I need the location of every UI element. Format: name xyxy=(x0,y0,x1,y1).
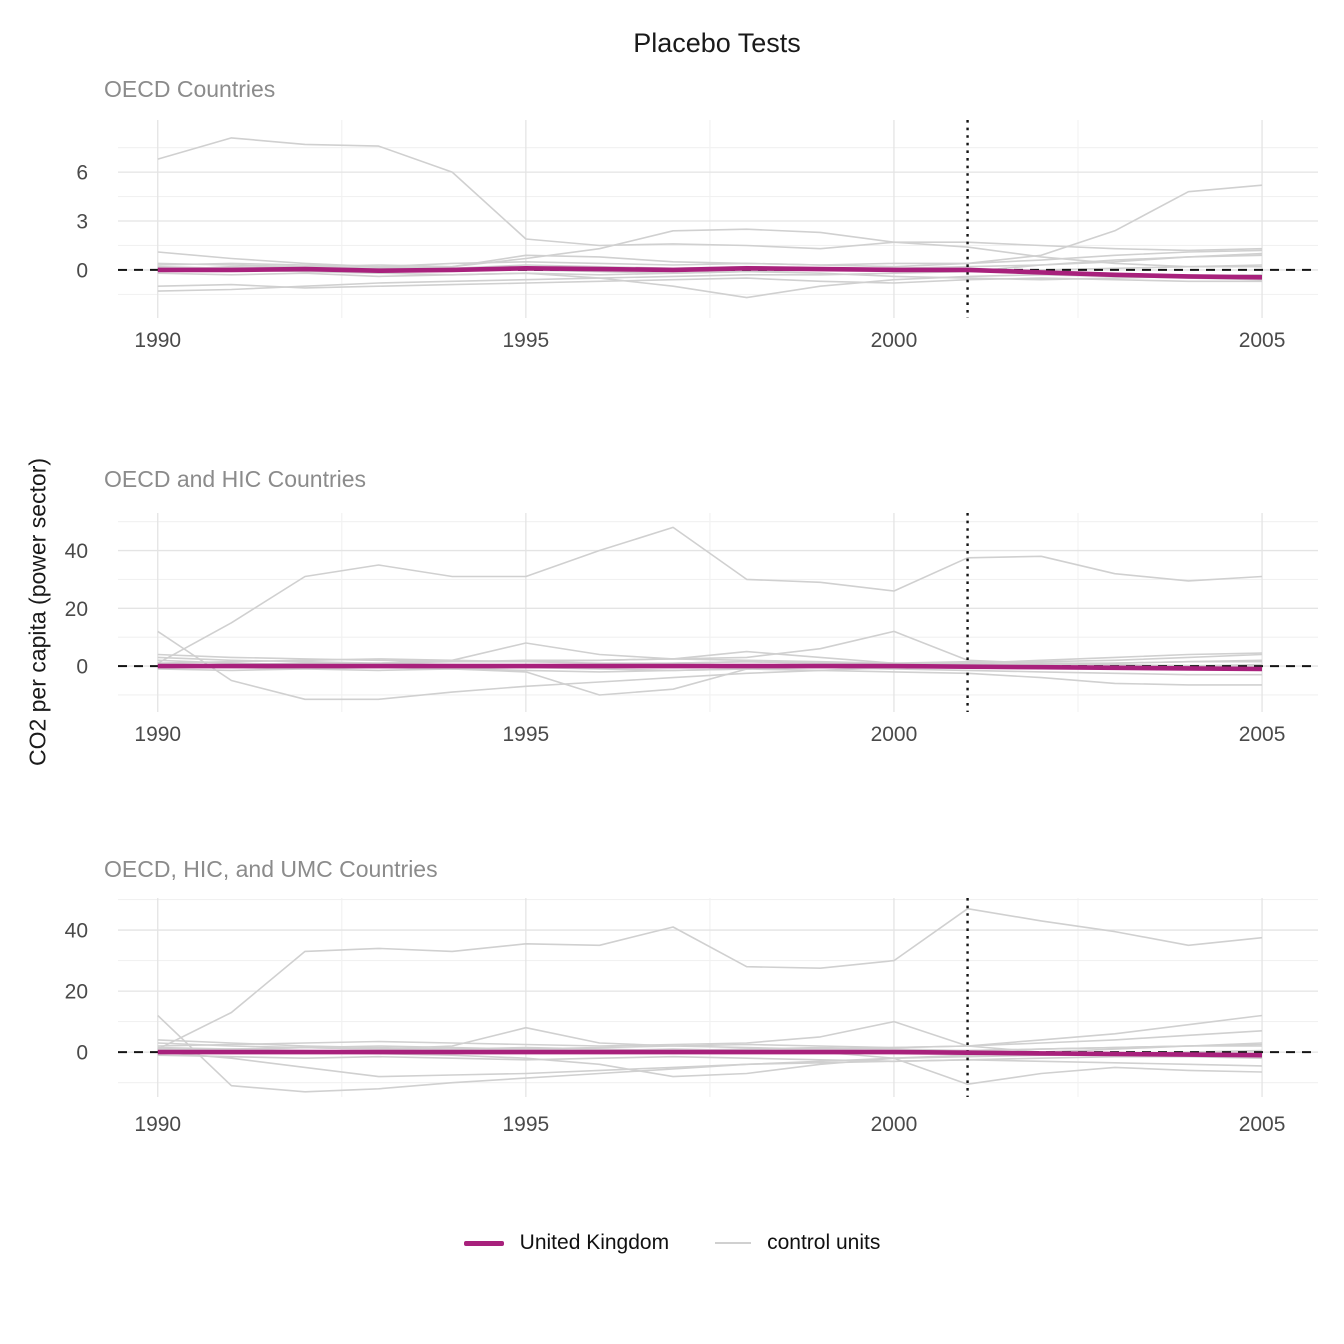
y-axis-tick-label: 0 xyxy=(76,656,88,679)
panel-title-oecd-hic: OECD and HIC Countries xyxy=(104,466,367,492)
x-axis-tick-label: 2005 xyxy=(1239,329,1286,352)
panel-title-oecd: OECD Countries xyxy=(104,76,276,102)
legend-item-control-units: control units xyxy=(715,1231,880,1255)
x-axis-tick-label: 2000 xyxy=(871,329,918,352)
panel-title-oecd-hic-umc: OECD, HIC, and UMC Countries xyxy=(104,856,438,882)
legend-label-control-units: control units xyxy=(767,1231,881,1254)
control-unit-line xyxy=(157,907,1263,1050)
control-unit-line xyxy=(157,228,1263,270)
x-axis-tick-label: 1995 xyxy=(502,723,549,746)
y-axis-tick-label: 20 xyxy=(65,981,88,1004)
x-axis-tick-label: 2000 xyxy=(871,723,918,746)
control-unit-line xyxy=(157,1051,1263,1078)
united-kingdom-line xyxy=(157,265,1263,280)
x-axis-tick-label: 2005 xyxy=(1239,1113,1286,1136)
control-unit-line xyxy=(157,1054,1263,1067)
x-axis-tick-label: 1995 xyxy=(502,329,549,352)
control-unit-line xyxy=(157,137,1262,268)
control-unit-line xyxy=(157,249,1263,268)
control-line-swatch xyxy=(715,1242,752,1244)
x-axis-tick-label: 1990 xyxy=(134,723,181,746)
y-axis-tick-label: 40 xyxy=(65,920,88,943)
x-axis-tick-label: 1990 xyxy=(134,329,181,352)
legend-label-united-kingdom: United Kingdom xyxy=(519,1231,670,1254)
y-axis-tick-label: 0 xyxy=(76,259,88,282)
figure-title: Placebo Tests xyxy=(633,28,801,58)
x-axis-tick-label: 1990 xyxy=(134,1113,181,1136)
control-unit-line xyxy=(157,270,1263,281)
y-axis-tick-label: 40 xyxy=(65,540,88,563)
x-axis-tick-label: 1995 xyxy=(502,1113,549,1136)
y-axis-tick-label: 0 xyxy=(76,1042,88,1065)
y-axis-tick-label: 20 xyxy=(65,598,88,621)
treated-line-swatch xyxy=(463,1240,504,1246)
united-kingdom-line xyxy=(157,663,1263,672)
legend-item-united-kingdom: United Kingdom xyxy=(463,1231,670,1255)
y-axis-tick-label: 3 xyxy=(76,211,88,234)
united-kingdom-line xyxy=(157,1049,1263,1058)
legend: United Kingdom control units xyxy=(0,1228,1344,1258)
control-unit-line xyxy=(157,653,1262,665)
x-axis-tick-label: 2005 xyxy=(1239,723,1286,746)
y-axis-tick-label: 6 xyxy=(76,162,88,185)
control-unit-line xyxy=(157,526,1263,664)
x-axis-tick-label: 2000 xyxy=(871,1113,918,1136)
